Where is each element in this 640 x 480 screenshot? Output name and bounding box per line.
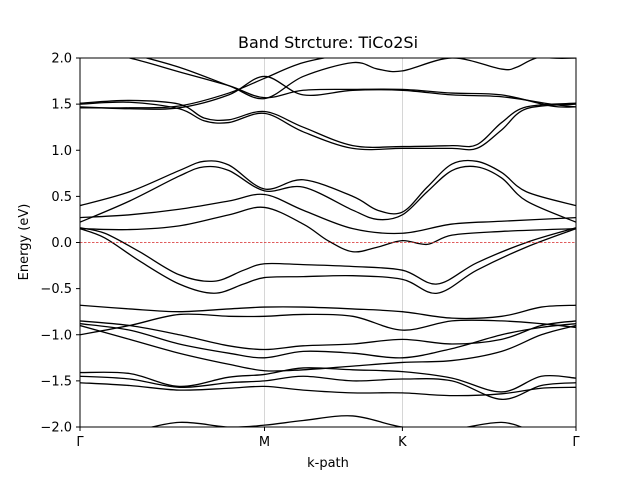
band-line-9 — [80, 228, 576, 294]
band-lines — [80, 58, 576, 427]
band-line-4 — [80, 324, 576, 372]
x-tick-label: Γ — [76, 435, 84, 450]
band-line-8 — [80, 304, 576, 320]
x-tick-label: K — [398, 435, 407, 450]
x-axis-label: k-path — [307, 456, 349, 471]
x-tick-label: Γ — [572, 435, 580, 450]
y-tick-label: −1.0 — [40, 328, 72, 343]
band-line-1 — [80, 382, 576, 397]
band-line-20 — [144, 58, 539, 100]
y-tick-label: −1.5 — [40, 374, 72, 389]
band-line-17 — [80, 58, 576, 109]
y-tick-label: 2.0 — [51, 52, 72, 67]
band-line-5 — [80, 323, 576, 359]
band-line-6 — [80, 320, 576, 351]
band-line-13 — [80, 165, 576, 223]
y-axis-label: Energy (eV) — [17, 204, 32, 281]
y-tick-label: 0.5 — [51, 190, 72, 205]
band-line-10 — [80, 227, 576, 285]
y-tick-label: 1.0 — [51, 144, 72, 159]
band-line-15 — [80, 101, 576, 151]
band-line-14 — [80, 159, 576, 215]
y-tick-label: −2.0 — [40, 421, 72, 436]
band-line-18 — [80, 75, 576, 110]
band-line-12 — [80, 193, 576, 235]
band-line-21 — [149, 415, 524, 427]
x-tick-label: M — [259, 435, 270, 450]
y-tick-label: −0.5 — [40, 282, 72, 297]
band-line-7 — [80, 313, 576, 336]
band-line-11 — [80, 206, 576, 253]
band-line-2 — [80, 375, 576, 400]
y-tick-label: 1.5 — [51, 98, 72, 113]
band-line-19 — [126, 58, 576, 108]
plot-area: −2.0 −1.5 −1.0 −0.5 0.0 0.5 1.0 1.5 2.0 Γ M K Γ — [40, 52, 580, 451]
y-tick-label: 0.0 — [51, 236, 72, 251]
y-axis-ticks: −2.0 −1.5 −1.0 −0.5 0.0 0.5 1.0 1.5 2.0 — [40, 52, 80, 436]
chart-title: Band Strcture: TiCo2Si — [238, 33, 418, 52]
